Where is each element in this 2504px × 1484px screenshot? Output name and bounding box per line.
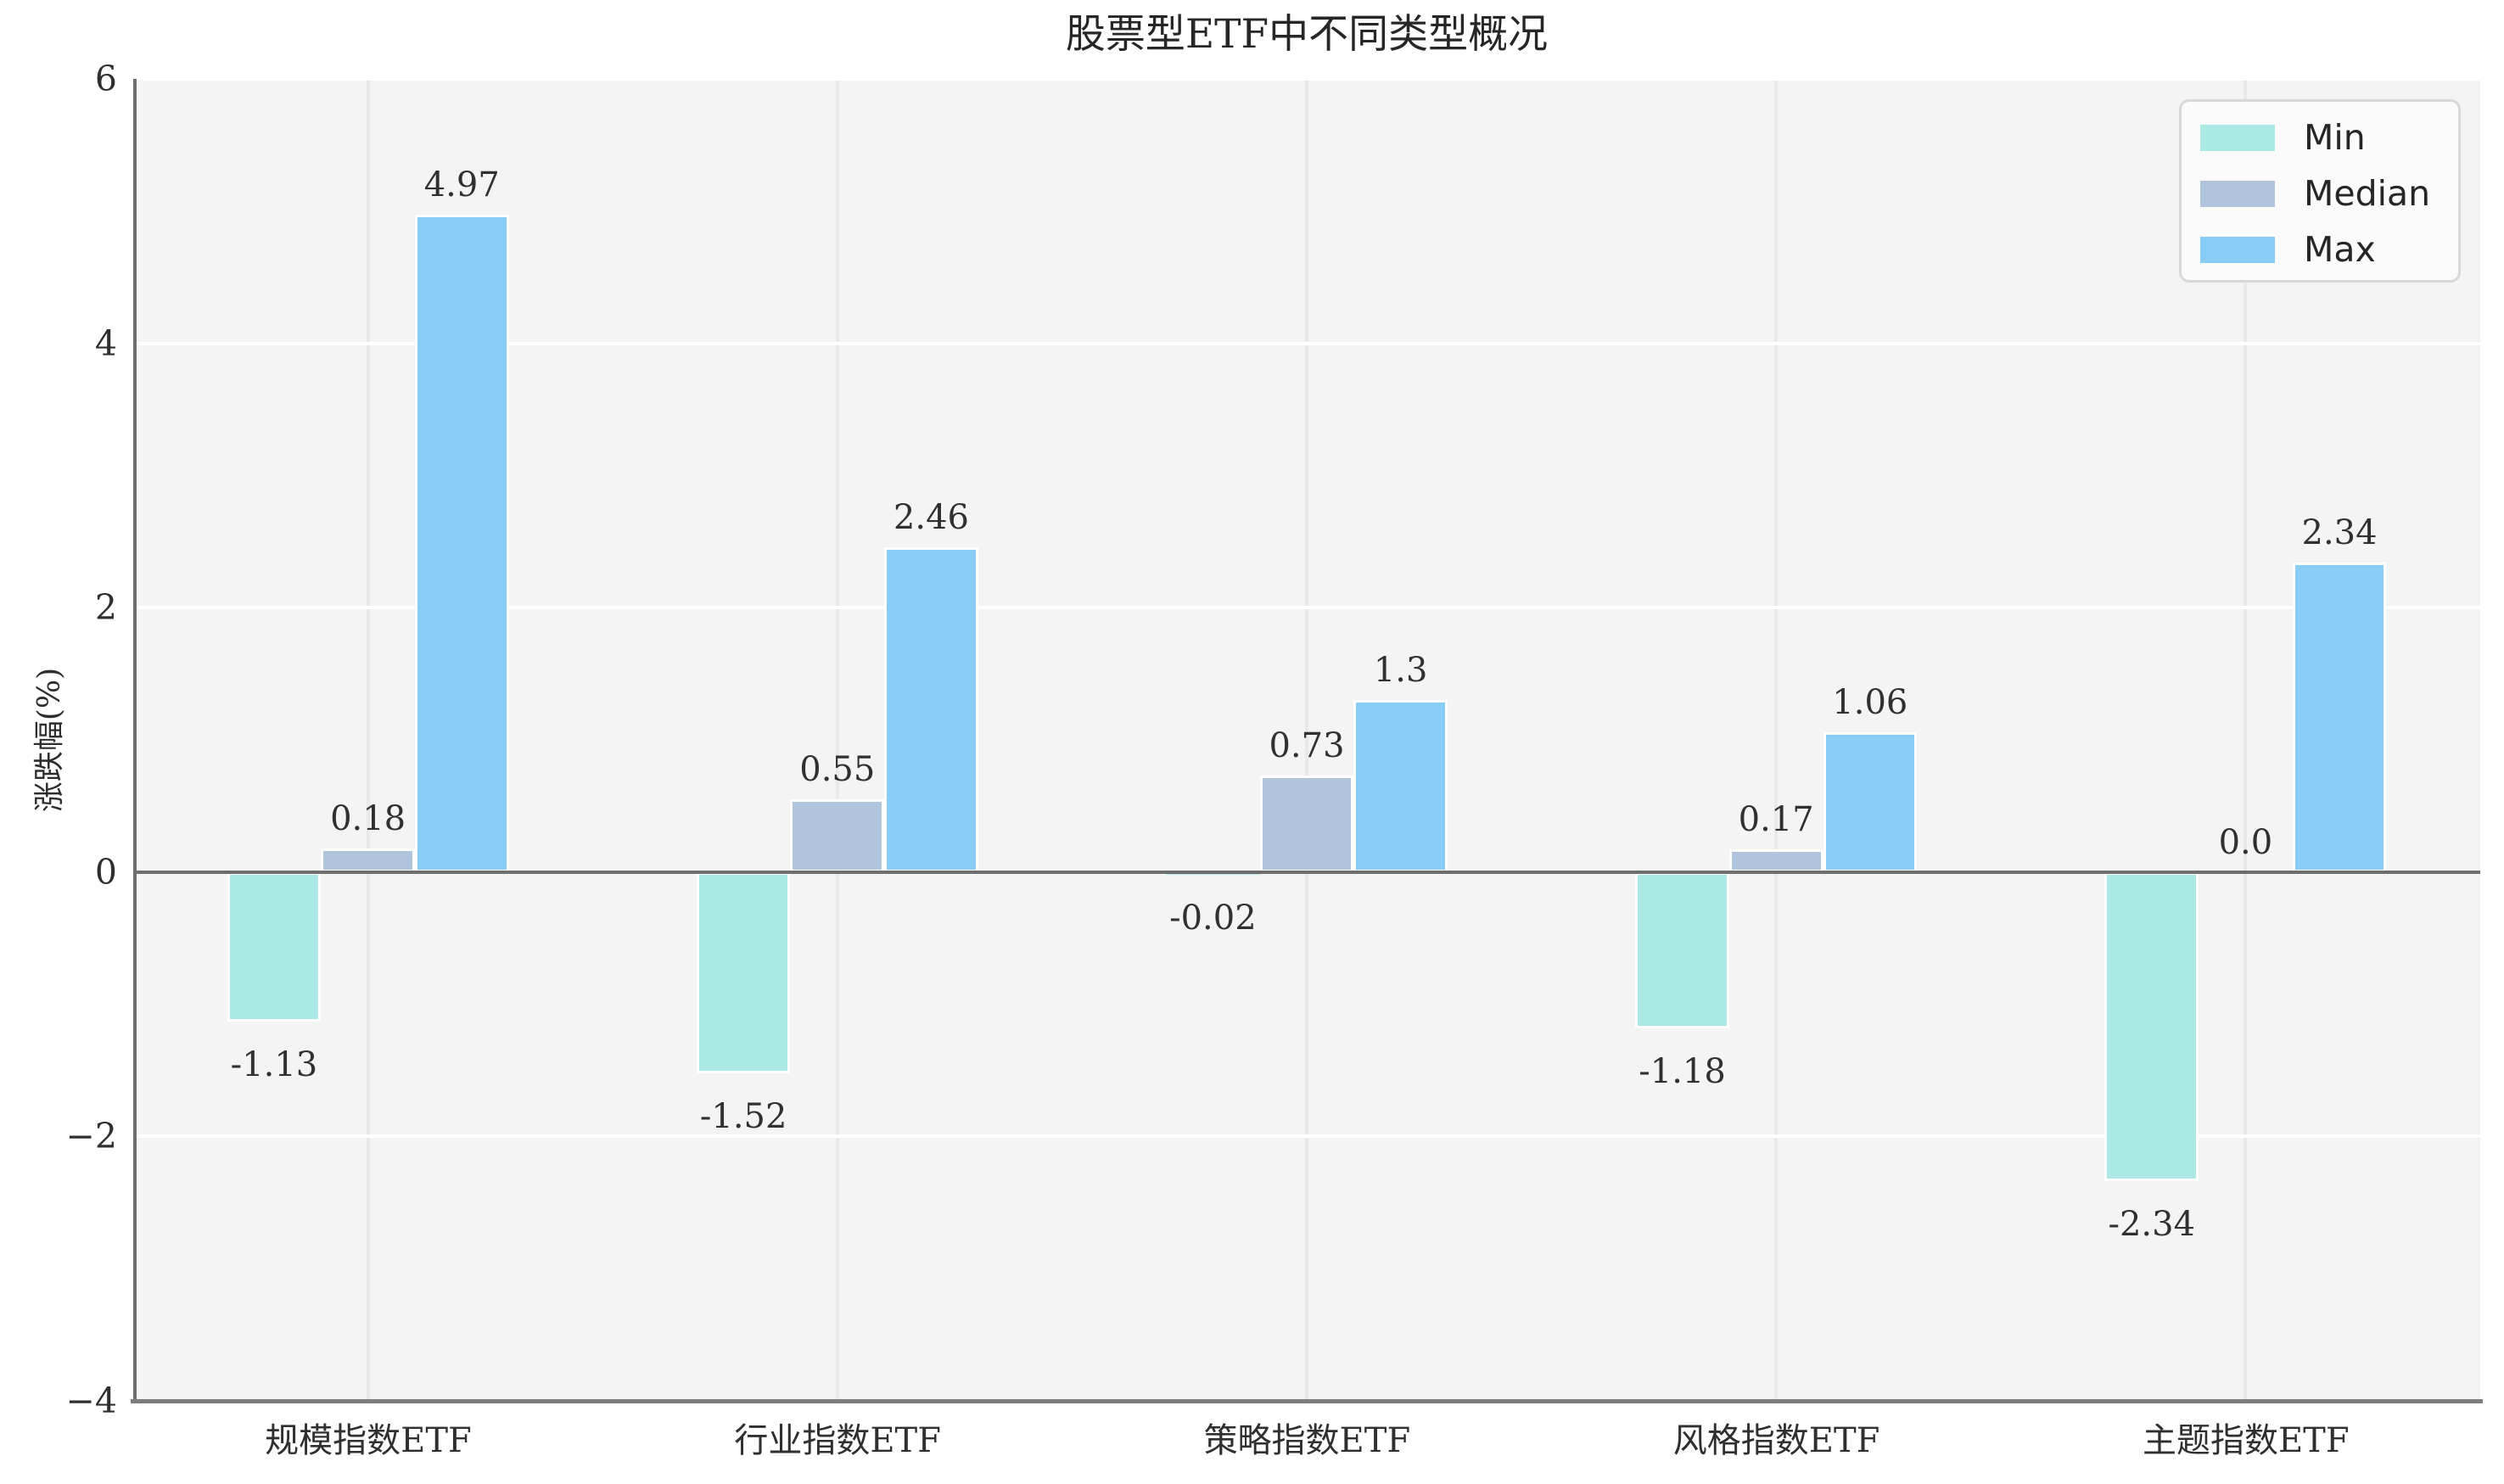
y-axis-label: 涨跌幅(%): [32, 667, 67, 813]
bar-min-4: [2104, 871, 2199, 1182]
bar-min-0: [227, 871, 322, 1022]
vertical-gridline: [835, 79, 839, 1401]
legend-swatch-median: [2200, 181, 2275, 207]
bar-value-label: 2.46: [893, 497, 969, 537]
x-tick-label: 风格指数ETF: [1672, 1421, 1880, 1460]
chart-title: 股票型ETF中不同类型概况: [1065, 11, 1549, 58]
bar-value-label: -0.02: [1169, 898, 1257, 938]
vertical-gridline: [1774, 79, 1779, 1401]
legend-swatch-min: [2200, 125, 2275, 151]
bar-value-label: 4.97: [423, 165, 500, 205]
bar-max-0: [414, 215, 509, 872]
bar-max-2: [1353, 700, 1448, 872]
bar-min-1: [696, 871, 791, 1073]
legend-item-max: Max: [2182, 231, 2458, 268]
bar-value-label: 0.73: [1269, 726, 1345, 766]
x-tick-label: 策略指数ETF: [1203, 1421, 1411, 1460]
legend-label-median: Median: [2304, 173, 2431, 214]
legend-label-min: Min: [2304, 117, 2366, 158]
bar-value-label: 0.18: [330, 798, 406, 838]
legend-swatch-max: [2200, 237, 2275, 263]
legend-item-min: Min: [2182, 119, 2458, 156]
bar-max-1: [884, 546, 978, 872]
plot-area: -1.13 -1.52 -0.02 -1.18 -2.34 0.18 0.55 0.73 0.1…: [133, 77, 2480, 1401]
bar-median-3: [1728, 849, 1823, 872]
legend-label-max: Max: [2304, 229, 2376, 270]
bar-value-label: -2.34: [2108, 1205, 2196, 1245]
x-tick-label: 规模指数ETF: [265, 1421, 472, 1460]
vertical-gridline: [2244, 79, 2248, 1401]
bar-value-label: -1.18: [1639, 1051, 1726, 1091]
y-tick-label: 4: [94, 322, 117, 364]
bar-value-label: 2.34: [2301, 513, 2378, 553]
y-tick-label: −4: [65, 1380, 117, 1421]
bar-median-0: [321, 848, 415, 872]
bar-median-1: [790, 799, 885, 872]
bottom-axis-spine: [131, 1399, 2483, 1403]
bar-value-label: 1.06: [1832, 682, 1908, 722]
legend: Min Median Max: [2179, 99, 2461, 283]
x-tick-label: 行业指数ETF: [734, 1421, 941, 1460]
bar-max-4: [2292, 563, 2387, 872]
bar-median-2: [1259, 776, 1354, 872]
bar-min-3: [1635, 871, 1729, 1028]
y-tick-label: −2: [65, 1116, 117, 1157]
y-tick-label: 2: [94, 587, 117, 629]
horizontal-gridline: [133, 341, 2480, 345]
zero-line: [133, 870, 2480, 874]
y-tick-label: 6: [94, 59, 117, 99]
bar-value-label: -1.13: [230, 1044, 318, 1084]
bar-value-label: 0.55: [799, 750, 876, 790]
legend-item-median: Median: [2182, 175, 2458, 212]
vertical-gridline: [1305, 79, 1308, 1401]
horizontal-gridline: [133, 1134, 2480, 1139]
bar-value-label: 0.0: [2218, 822, 2273, 862]
horizontal-gridline: [133, 77, 2480, 81]
x-tick-label: 主题指数ETF: [2142, 1421, 2350, 1460]
y-tick-label: 0: [94, 851, 117, 893]
bar-value-label: 0.17: [1738, 800, 1814, 840]
vertical-gridline: [366, 79, 370, 1401]
bar-value-label: -1.52: [699, 1096, 787, 1136]
left-axis-spine: [133, 79, 137, 1401]
horizontal-gridline: [133, 606, 2480, 610]
bar-value-label: 1.3: [1373, 651, 1428, 691]
